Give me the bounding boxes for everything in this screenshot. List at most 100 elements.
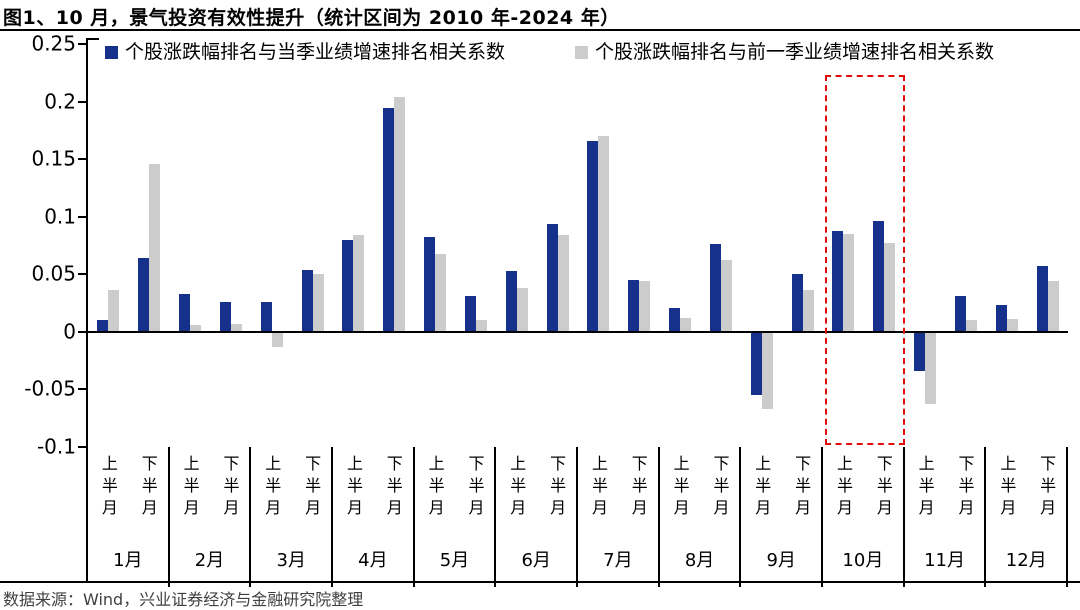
- bar-previous-quarter-corr: [639, 281, 651, 332]
- bar-halfmonth-slot: [415, 44, 456, 447]
- bar-current-quarter-corr: [832, 230, 844, 332]
- bar-current-quarter-corr: [179, 293, 191, 332]
- half-month-label: 下半月: [138, 455, 158, 521]
- half-month-label: 上半月: [588, 455, 608, 521]
- half-month-label: 上半月: [915, 455, 935, 521]
- bar-month-group: [741, 44, 823, 447]
- x-month-group: 上半月 下半月 4月: [333, 447, 415, 587]
- month-label: 4月: [358, 550, 388, 571]
- bar-halfmonth-slot: [251, 44, 292, 447]
- half-month-label: 上半月: [262, 455, 282, 521]
- bar-current-quarter-corr: [750, 331, 762, 396]
- x-month-group: 上半月 下半月 11月: [905, 447, 987, 587]
- bar-previous-quarter-corr: [271, 331, 283, 347]
- bar-halfmonth-slot: [741, 44, 782, 447]
- bar-previous-quarter-corr: [230, 323, 242, 332]
- legend-marker-previous-quarter-icon: [575, 46, 588, 59]
- half-month-label: 上半月: [180, 455, 200, 521]
- bar-previous-quarter-corr: [680, 318, 692, 332]
- bar-month-group: [415, 44, 497, 447]
- y-tick-mark: [78, 330, 87, 333]
- bar-halfmonth-slot: [701, 44, 742, 447]
- half-month-label: 下半月: [873, 455, 893, 521]
- bar-previous-quarter-corr: [802, 290, 814, 332]
- half-month-label: 上半月: [507, 455, 527, 521]
- half-month-label: 下半月: [710, 455, 730, 521]
- bar-previous-quarter-corr: [843, 233, 855, 332]
- month-label: 8月: [684, 550, 715, 571]
- x-month-group: 上半月 下半月 6月: [496, 447, 579, 587]
- bar-month-group: [251, 44, 333, 447]
- bar-month-group: [986, 44, 1068, 447]
- figure-title: 图1、10 月，景气投资有效性提升（统计区间为 2010 年-2024 年）: [3, 7, 620, 29]
- y-tick-mark: [78, 158, 87, 161]
- half-month-label: 下半月: [955, 455, 975, 521]
- bar-halfmonth-slot: [660, 44, 701, 447]
- bar-previous-quarter-corr: [149, 163, 161, 332]
- bar-halfmonth-slot: [333, 44, 374, 447]
- y-tick-mark: [78, 388, 87, 391]
- bar-current-quarter-corr: [628, 280, 640, 332]
- bar-month-group: [578, 44, 660, 447]
- month-label: 12月: [1005, 550, 1047, 571]
- y-tick-label: 0.25: [31, 31, 76, 56]
- month-label: 2月: [194, 550, 225, 571]
- x-axis-labels: 上半月 下半月 1月 上半月 下半月 2月 上半月 下半月 3月 上半月 下半月 4月 上半月 下半月 5月…: [88, 447, 1069, 587]
- x-month-group: 上半月 下半月 2月: [170, 447, 252, 587]
- legend-item-previous-quarter: 个股涨跌幅排名与前一季业绩增速排名相关系数: [575, 43, 994, 62]
- bar-current-quarter-corr: [342, 239, 354, 332]
- bar-previous-quarter-corr: [353, 235, 365, 332]
- y-tick-label: 0.2: [44, 89, 76, 114]
- legend: 个股涨跌幅排名与当季业绩增速排名相关系数 个股涨跌幅排名与前一季业绩增速排名相关…: [88, 43, 1080, 65]
- month-label: 11月: [924, 550, 965, 571]
- bar-current-quarter-corr: [505, 270, 517, 332]
- bar-month-group: [660, 44, 742, 447]
- x-month-group: 上半月 下半月 10月: [823, 447, 905, 587]
- y-tick-mark: [78, 43, 87, 45]
- half-month-label: 上半月: [343, 455, 363, 521]
- highlight-rect: [825, 75, 905, 445]
- bar-previous-quarter-corr: [394, 96, 406, 332]
- bar-month-group: [88, 44, 170, 447]
- bar-halfmonth-slot: [578, 44, 619, 447]
- bar-halfmonth-slot: [986, 44, 1027, 447]
- bar-previous-quarter-corr: [884, 243, 896, 332]
- half-month-label: 上半月: [425, 455, 445, 521]
- y-tick-label: 0.05: [31, 261, 76, 286]
- month-label: 1月: [113, 550, 143, 571]
- y-axis-top-tick: [86, 38, 99, 40]
- bars-layer: [88, 44, 1068, 447]
- bar-month-group: [496, 44, 578, 447]
- y-tick-label: -0.1: [36, 434, 76, 459]
- month-label: 6月: [521, 550, 551, 571]
- bar-halfmonth-slot: [374, 44, 415, 447]
- bar-halfmonth-slot: [782, 44, 823, 447]
- half-month-label: 下半月: [220, 455, 240, 521]
- plot-area: [88, 44, 1068, 447]
- bar-halfmonth-slot: [129, 44, 170, 447]
- y-tick-mark: [78, 446, 87, 448]
- bar-halfmonth-slot: [1027, 44, 1068, 447]
- y-tick-label: 0.1: [44, 204, 76, 229]
- bar-previous-quarter-corr: [108, 290, 120, 332]
- half-month-label: 下半月: [628, 455, 648, 521]
- bar-halfmonth-slot: [211, 44, 252, 447]
- bar-previous-quarter-corr: [925, 331, 937, 405]
- bar-previous-quarter-corr: [475, 320, 487, 332]
- month-label: 10月: [842, 550, 884, 571]
- bar-halfmonth-slot: [864, 44, 905, 447]
- bar-previous-quarter-corr: [761, 331, 773, 409]
- bar-halfmonth-slot: [946, 44, 987, 447]
- bar-current-quarter-corr: [97, 320, 109, 332]
- x-month-group: 上半月 下半月 12月: [986, 447, 1069, 587]
- y-tick-label: 0.15: [31, 146, 76, 171]
- bar-previous-quarter-corr: [516, 288, 528, 332]
- bar-previous-quarter-corr: [1006, 319, 1018, 332]
- bar-current-quarter-corr: [546, 223, 558, 332]
- y-axis-ticks: [78, 43, 87, 448]
- y-tick-mark: [78, 215, 87, 218]
- y-axis-labels: 0.25 0.2 0.15 0.1 0.05 0 -0.05 -0.1: [0, 32, 76, 459]
- bar-current-quarter-corr: [914, 331, 926, 371]
- zero-line: [88, 330, 1068, 334]
- half-month-label: 上半月: [98, 455, 118, 521]
